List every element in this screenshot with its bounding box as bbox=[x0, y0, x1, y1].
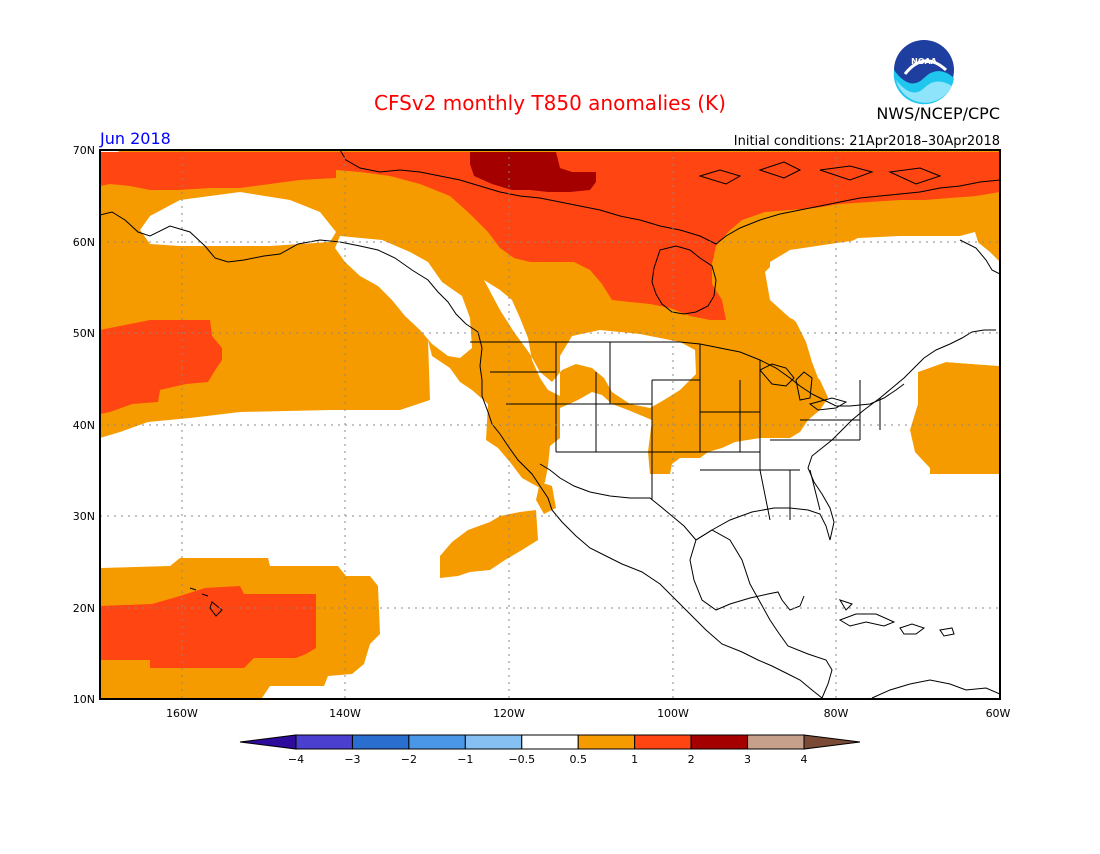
neutral-region bbox=[100, 150, 1000, 408]
agency-label: NWS/NCEP/CPC bbox=[876, 104, 1000, 123]
colorbar-swatch bbox=[577, 734, 636, 750]
initial-conditions-label: Initial conditions: 21Apr2018–30Apr2018 bbox=[734, 134, 1000, 149]
latitude-labels: 70N 60N 50N 40N 30N 20N 10N bbox=[73, 144, 95, 706]
colorbar-swatch bbox=[747, 734, 805, 750]
colorbar-label: −2 bbox=[401, 753, 417, 766]
map-gridlines bbox=[100, 150, 1000, 699]
lat-label: 20N bbox=[73, 602, 95, 615]
lon-label: 100W bbox=[657, 707, 689, 720]
colorbar-label: 1 bbox=[631, 753, 638, 766]
valid-month-label: Jun 2018 bbox=[99, 129, 171, 148]
lat-label: 30N bbox=[73, 510, 95, 523]
colorbar-swatch bbox=[634, 734, 692, 750]
noaa-logo-text: NOAA bbox=[911, 57, 937, 66]
anomaly-map bbox=[100, 150, 1000, 699]
lat-label: 50N bbox=[73, 327, 95, 340]
coastlines-and-borders bbox=[100, 150, 1000, 699]
colorbar-label: −3 bbox=[344, 753, 360, 766]
colorbar-label: −1 bbox=[457, 753, 473, 766]
lat-label: 10N bbox=[73, 693, 95, 706]
colorbar-label: −4 bbox=[288, 753, 304, 766]
colorbar-swatch bbox=[408, 734, 466, 750]
colorbar-arrow-high bbox=[803, 734, 861, 750]
colorbar-swatch bbox=[351, 734, 410, 750]
colorbar-arrow-low bbox=[239, 734, 297, 750]
lon-label: 160W bbox=[166, 707, 198, 720]
lat-label: 40N bbox=[73, 419, 95, 432]
lon-label: 140W bbox=[329, 707, 361, 720]
colorbar-label: −0.5 bbox=[508, 753, 535, 766]
colorbar-label: 0.5 bbox=[569, 753, 587, 766]
colorbar-swatch bbox=[521, 734, 579, 750]
colorbar-label: 4 bbox=[801, 753, 808, 766]
lat-label: 70N bbox=[73, 144, 95, 157]
colorbar-swatch bbox=[464, 734, 523, 750]
anomaly-region-1-to-2 bbox=[100, 152, 1000, 668]
colorbar-swatch bbox=[295, 734, 353, 750]
colorbar-label: 3 bbox=[744, 753, 751, 766]
map-title: CFSv2 monthly T850 anomalies (K) bbox=[374, 91, 726, 115]
lon-label: 80W bbox=[824, 707, 849, 720]
colorbar-swatch bbox=[690, 734, 749, 750]
colorbar: −4 −3 −2 −1 −0.5 0.5 1 2 3 4 bbox=[239, 734, 861, 766]
lon-label: 120W bbox=[493, 707, 525, 720]
longitude-labels: 160W 140W 120W 100W 80W 60W bbox=[166, 707, 1010, 720]
noaa-logo: NOAA bbox=[893, 40, 954, 105]
colorbar-label: 2 bbox=[688, 753, 695, 766]
anomaly-region-2-to-3 bbox=[470, 152, 596, 192]
lat-label: 60N bbox=[73, 236, 95, 249]
lon-label: 60W bbox=[986, 707, 1011, 720]
map-frame bbox=[99, 149, 1001, 700]
